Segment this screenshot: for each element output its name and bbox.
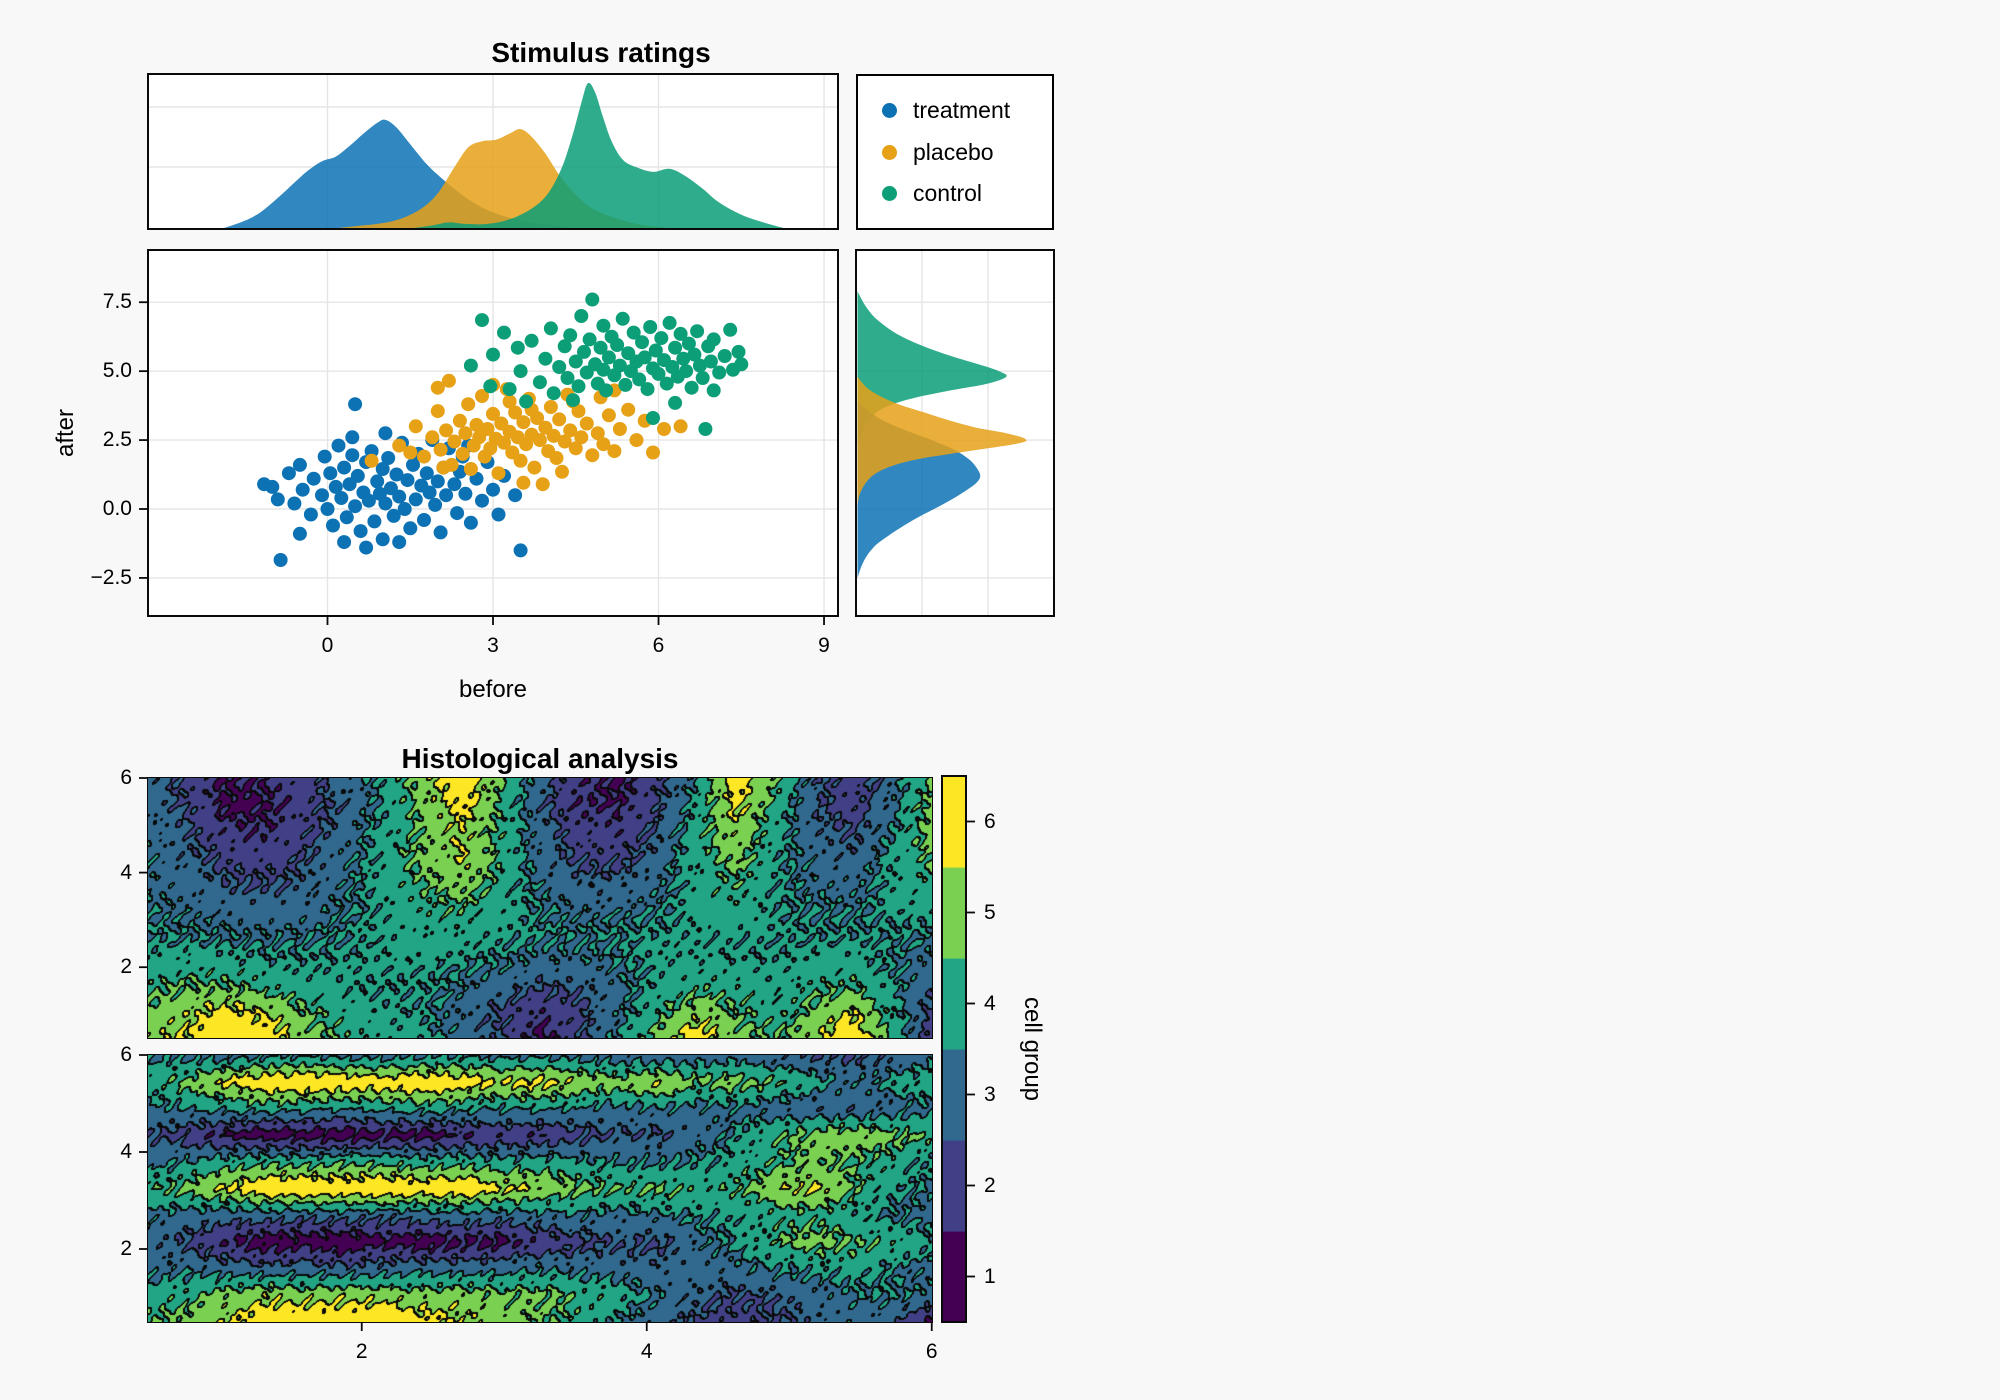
colorbar-tick: 2 xyxy=(984,1173,996,1197)
control-dot-icon xyxy=(882,186,897,202)
placebo-dot-icon xyxy=(882,144,897,160)
legend-label: placebo xyxy=(913,138,994,165)
colorbar-tick: 3 xyxy=(984,1082,996,1106)
contour-x-tick: 6 xyxy=(925,1340,938,1363)
x-axis-label-before: before xyxy=(458,676,528,703)
colorbar-tick: 1 xyxy=(984,1264,996,1288)
legend-item-control: control xyxy=(858,180,1052,207)
contour1-y-tick: 2 xyxy=(120,955,132,979)
treatment-dot-icon xyxy=(882,102,897,118)
contour1-y-tick: 4 xyxy=(120,860,132,884)
histology-title: Histological analysis xyxy=(401,743,679,774)
scatter-y-tick: −2.5 xyxy=(90,565,132,589)
colorbar-tick: 6 xyxy=(984,809,996,833)
contour-plot-top xyxy=(148,778,932,1038)
scatter-x-tick: 6 xyxy=(652,634,665,657)
contour2-y-tick: 4 xyxy=(120,1140,132,1163)
contour-plot-bottom xyxy=(148,1055,932,1322)
y-axis-label-after: after xyxy=(52,408,79,458)
stimulus-title: Stimulus ratings xyxy=(491,37,711,68)
colorbar-label: cell group xyxy=(1019,996,1046,1102)
scatter-y-tick: 7.5 xyxy=(102,290,132,314)
contour-x-tick: 4 xyxy=(640,1340,653,1363)
contour-x-tick: 2 xyxy=(355,1340,368,1363)
scatter-y-tick: 5.0 xyxy=(102,359,132,383)
right-density-curves xyxy=(857,291,1027,578)
scatter-y-tick: 0.0 xyxy=(102,497,132,520)
top-density-curves xyxy=(222,82,786,229)
legend-label: control xyxy=(913,180,983,207)
scatter-y-tick: 2.5 xyxy=(102,428,132,452)
legend-label: treatment xyxy=(913,96,1011,123)
contour2-y-tick: 6 xyxy=(120,1043,132,1066)
scatter-x-tick: 0 xyxy=(321,634,334,657)
contour1-y-tick: 6 xyxy=(120,766,132,789)
colorbar xyxy=(942,776,966,1323)
colorbar-tick: 5 xyxy=(984,900,996,924)
scatter-x-tick: 9 xyxy=(818,634,830,657)
contour2-y-tick: 2 xyxy=(120,1237,132,1260)
legend-item-placebo: placebo xyxy=(858,139,1052,166)
scatter-x-tick: 3 xyxy=(487,634,499,657)
colorbar-tick: 4 xyxy=(984,991,996,1015)
legend-item-treatment: treatment xyxy=(858,97,1052,124)
legend-box: treatment placebo control xyxy=(856,74,1054,230)
scatter-points xyxy=(257,292,749,567)
